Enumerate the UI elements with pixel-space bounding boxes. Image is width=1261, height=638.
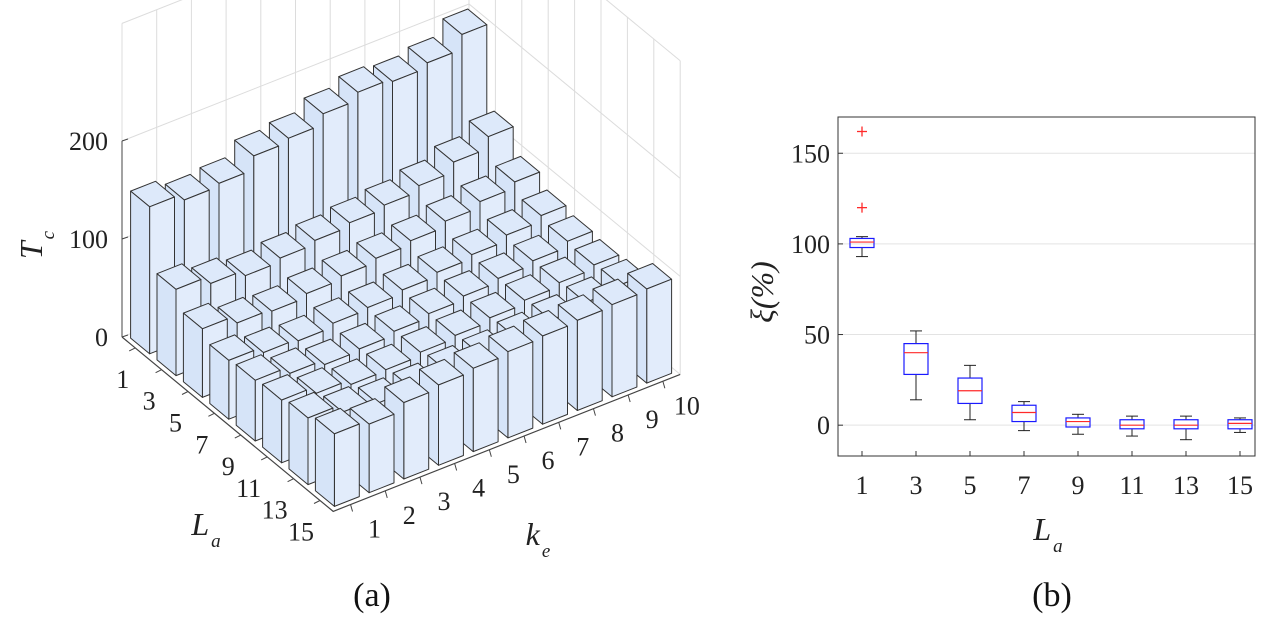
box-La13 (1173, 415, 1199, 441)
La-tick-label: 1 (116, 365, 129, 394)
ke-tick-label: 6 (542, 446, 555, 475)
x-tick-label: 9 (1072, 471, 1085, 500)
ke-tick-label: 10 (674, 391, 700, 420)
plot-frame (837, 116, 1256, 457)
x-tick-label: 3 (910, 471, 923, 500)
La-tick-label: 15 (288, 518, 314, 547)
La-tick-label: 7 (195, 430, 208, 459)
box-iqr (1119, 419, 1145, 430)
grid (838, 152, 1255, 426)
z-tick-label: 200 (69, 127, 108, 156)
box-iqr (1173, 419, 1199, 430)
x-tick-label: 1 (856, 471, 869, 500)
box-iqr (1011, 404, 1037, 423)
outlier-marker (857, 126, 867, 137)
outlier-marker (857, 202, 867, 213)
box-La1 (849, 126, 875, 258)
ke-tick-label: 5 (507, 460, 520, 489)
z-tick-label: 100 (69, 225, 108, 254)
x-tick-label: 7 (1018, 471, 1031, 500)
bar-La15-ke1 (314, 407, 360, 507)
box-iqr (1227, 419, 1253, 430)
x-tick-label: 11 (1119, 471, 1144, 500)
y-axis: 0 50 100 150 (791, 139, 843, 440)
box-La5 (957, 364, 983, 421)
y-axis-label: ξ(%) (744, 261, 780, 323)
box-La15 (1227, 417, 1253, 433)
La-tick-label: 5 (169, 409, 182, 438)
ke-tick-label: 9 (646, 405, 659, 434)
y-tick-label: 0 (817, 411, 830, 440)
La-tick-label: 13 (262, 496, 288, 525)
z-axis-label: Tc (13, 230, 59, 259)
box-La9 (1065, 413, 1091, 435)
ke-tick-label: 8 (611, 419, 624, 448)
x-tick-label: 5 (964, 471, 977, 500)
x-tick-label: 15 (1227, 471, 1253, 500)
ke-tick-label: 3 (437, 487, 450, 516)
caption-a: (a) (353, 577, 391, 614)
ke-tick-label: 1 (368, 515, 381, 544)
ke-axis: 1 2 3 4 5 6 7 8 9 10 (350, 381, 700, 544)
box-La3 (903, 330, 929, 401)
ke-tick-label: 7 (576, 432, 589, 461)
z-tick-label: 0 (95, 323, 108, 352)
box-La11 (1119, 415, 1145, 437)
box-La7 (1011, 401, 1037, 432)
bars (130, 8, 673, 507)
box-iqr (903, 343, 929, 376)
caption-b: (b) (1032, 577, 1072, 614)
ke-tick-label: 2 (403, 501, 416, 530)
y-tick-label: 150 (791, 139, 830, 168)
bar-La7-ke1 (209, 334, 255, 420)
y-tick-label: 50 (804, 321, 830, 350)
box-iqr (1065, 417, 1091, 428)
y-tick-label: 100 (791, 230, 830, 259)
x-axis: 1 3 5 7 9 11 13 15 (856, 451, 1253, 500)
La-tick-label: 3 (143, 387, 156, 416)
ke-tick-label: 4 (472, 473, 485, 502)
La-tick-label: 9 (222, 452, 235, 481)
x-tick-label: 13 (1173, 471, 1199, 500)
base-axes (121, 336, 681, 513)
La-tick-label: 11 (236, 474, 261, 503)
z-axis: 0 100 200 (69, 127, 129, 352)
box-iqr (849, 237, 875, 249)
